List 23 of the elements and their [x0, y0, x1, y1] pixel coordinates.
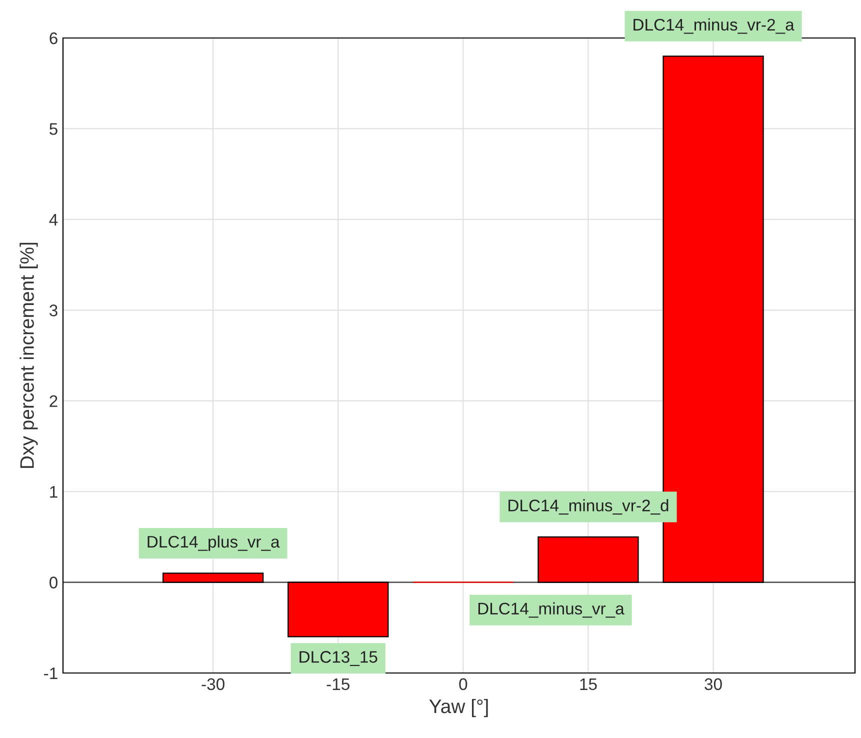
annotation: DLC14_minus_vr_a	[478, 602, 624, 618]
y-tick-label: 6	[50, 32, 58, 44]
annotation: DLC14_plus_vr_a	[148, 535, 280, 551]
y-axis-title: Dxy percent increment [%]	[20, 242, 38, 468]
annotation: DLC14_minus_vr-2_a	[634, 18, 794, 34]
bar	[288, 582, 389, 638]
y-tick-label: 2	[50, 395, 58, 407]
bar	[538, 536, 639, 583]
x-tick-label: 30	[704, 678, 722, 690]
y-tick-label: 5	[50, 123, 58, 135]
bar	[162, 572, 264, 583]
x-axis-title: Yaw [°]	[429, 698, 488, 718]
y-tick-label: 4	[49, 214, 58, 226]
y-tick-label: 1	[50, 486, 58, 498]
y-tick-label: 0	[50, 576, 58, 588]
x-tick-label: -30	[202, 678, 224, 690]
y-tick-label: 3	[50, 304, 58, 316]
x-tick-label: -15	[326, 678, 350, 690]
x-tick-label: 0	[459, 678, 468, 690]
y-tick-label: -1	[44, 668, 58, 680]
x-tick-label: 15	[580, 678, 597, 690]
annotation: DLC14_minus_vr-2_d	[508, 499, 668, 515]
annotation: DLC13_15	[300, 651, 378, 666]
